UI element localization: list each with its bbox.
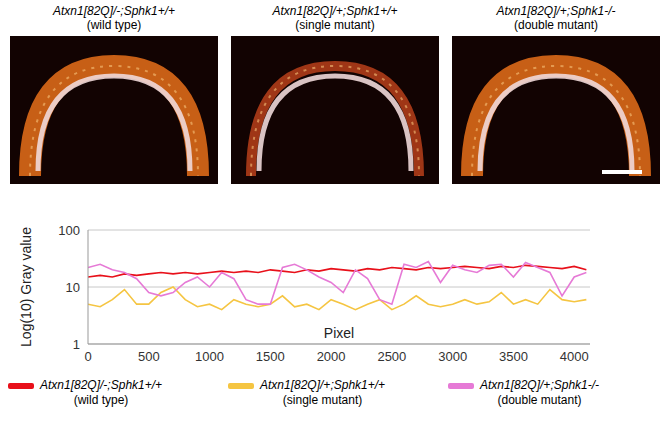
- svg-text:100: 100: [58, 223, 80, 238]
- html-text:Atxn1[82Q]/-;Sphk1+/+: Atxn1[82Q]/-;Sphk1+/+: [53, 4, 175, 18]
- svg-text:10: 10: [66, 280, 80, 295]
- html-text:(wild type): (wild type): [86, 18, 142, 32]
- svg-text:1000: 1000: [195, 349, 224, 364]
- svg-text:2000: 2000: [317, 349, 346, 364]
- svg-text:0: 0: [84, 349, 91, 364]
- svg-text:1500: 1500: [256, 349, 285, 364]
- html-text:(double mutant): (double mutant): [514, 18, 598, 32]
- svg-text:1: 1: [73, 337, 80, 352]
- svg-text:Pixel: Pixel: [324, 325, 354, 341]
- html-text:(single mutant): (single mutant): [295, 18, 375, 32]
- html-text:Atxn1[82Q]/+;Sphk1+/+: Atxn1[82Q]/+;Sphk1+/+: [260, 378, 386, 392]
- svg-text:3000: 3000: [438, 349, 467, 364]
- html-text:(double mutant): (double mutant): [497, 393, 582, 407]
- html-text:(wild type): (wild type): [73, 393, 129, 407]
- svg-text:Log(10) Gray value: Log(10) Gray value: [18, 227, 34, 347]
- svg-text:3500: 3500: [499, 349, 528, 364]
- svg-text:4000: 4000: [560, 349, 589, 364]
- svg-text:2500: 2500: [377, 349, 406, 364]
- html-text:Atxn1[82Q]/+;Sphk1-/-: Atxn1[82Q]/+;Sphk1-/-: [496, 4, 616, 18]
- html-text:Atxn1[82Q]/-;Sphk1+/+: Atxn1[82Q]/-;Sphk1+/+: [40, 378, 163, 392]
- html-text:Atxn1[82Q]/+;Sphk1-/-: Atxn1[82Q]/+;Sphk1-/-: [480, 378, 600, 392]
- html-text:(single mutant): (single mutant): [282, 393, 363, 407]
- html-text:Atxn1[82Q]/+;Sphk1+/+: Atxn1[82Q]/+;Sphk1+/+: [272, 4, 398, 18]
- svg-text:500: 500: [138, 349, 160, 364]
